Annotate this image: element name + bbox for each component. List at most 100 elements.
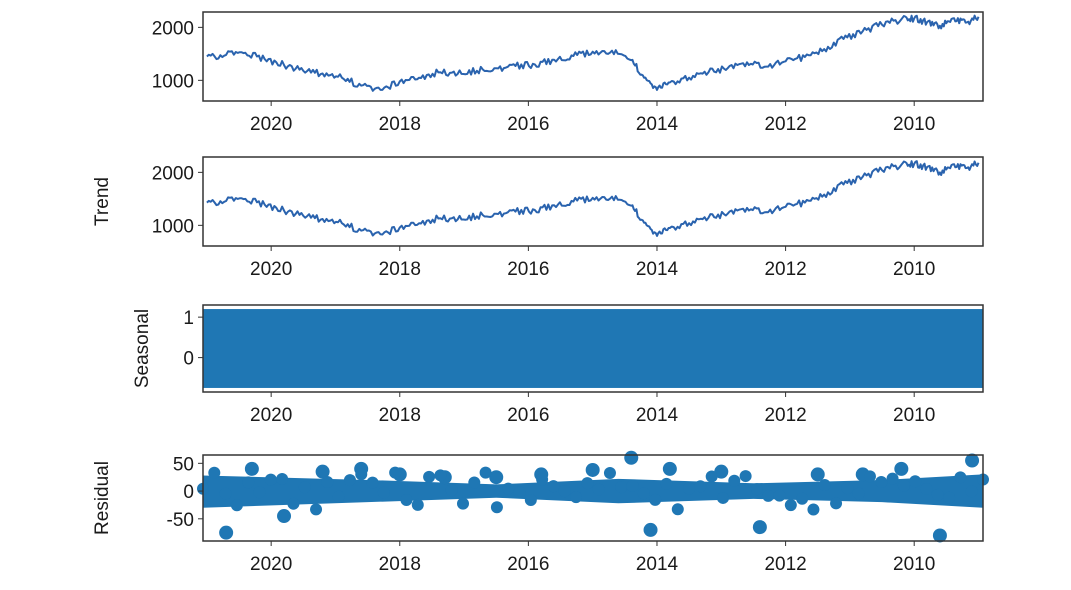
x-tick-label: 2014: [636, 114, 679, 135]
residual-point: [264, 473, 277, 486]
residual-point: [457, 497, 469, 510]
residual-point: [230, 499, 243, 512]
y-tick-label: 0: [183, 482, 194, 503]
residual-point: [662, 461, 677, 476]
seasonal-band: [203, 309, 983, 388]
x-tick-label: 2018: [379, 114, 421, 135]
residual-point: [705, 470, 718, 483]
y-axis-label: Seasonal: [132, 309, 153, 388]
series-line-2: [206, 160, 980, 237]
residual-point: [343, 474, 356, 487]
residual-point: [332, 490, 345, 503]
x-tick-label: 2020: [250, 114, 292, 135]
residual-point: [943, 491, 956, 504]
y-tick-label: 2000: [152, 163, 194, 184]
x-tick-label: 2018: [379, 554, 421, 575]
residual-point: [310, 503, 323, 516]
panel-1: 2020 2018 2016 2014 2012 2010 1000 2000: [152, 11, 984, 135]
residual-point: [615, 481, 628, 494]
residual-point: [965, 485, 978, 498]
x-tick-label: 2014: [636, 405, 679, 426]
residual-point: [739, 470, 752, 483]
residual-point: [717, 491, 729, 504]
residual-point: [321, 475, 334, 488]
panel-2: 2020 2018 2016 2014 2012 2010 1000 2000 Trend: [92, 156, 984, 280]
x-tick-label: 2012: [764, 259, 806, 280]
residual-point: [683, 482, 696, 495]
residual-point: [920, 482, 933, 495]
residual-point: [570, 491, 583, 504]
x-tick-label: 2010: [893, 259, 935, 280]
residual-point: [585, 462, 600, 477]
y-axis-label: Trend: [92, 177, 113, 226]
residual-point: [536, 473, 549, 486]
x-tick-label: 2012: [764, 405, 806, 426]
x-tick-label: 2012: [764, 114, 806, 135]
residual-point: [219, 525, 234, 540]
y-tick-label: 0: [183, 349, 194, 370]
x-tick-label: 2018: [379, 405, 421, 426]
residual-point: [965, 453, 980, 468]
residual-point: [287, 497, 300, 510]
y-tick-label: 50: [173, 454, 194, 475]
x-tick-label: 2012: [764, 554, 806, 575]
plot-frame-3: [202, 304, 984, 393]
x-tick-label: 2018: [379, 259, 421, 280]
residual-point: [411, 498, 424, 511]
residual-point: [366, 476, 379, 489]
plot-frame-4: [202, 454, 984, 542]
residual-point: [762, 489, 775, 502]
residual-point: [830, 497, 843, 510]
residual-point: [714, 464, 729, 479]
residual-point: [524, 494, 537, 507]
residual-point: [954, 471, 967, 484]
residual-point: [502, 482, 515, 495]
residual-point: [649, 493, 662, 506]
x-tick-label: 2014: [636, 554, 679, 575]
residual-point: [863, 470, 876, 483]
residual-point: [931, 488, 944, 501]
residual-point: [434, 469, 447, 482]
residual-point: [558, 485, 571, 498]
x-tick-label: 2014: [636, 259, 679, 280]
residual-point: [773, 489, 786, 502]
x-tick-label: 2016: [507, 554, 549, 575]
residual-point: [277, 509, 292, 524]
plot-frame-1: [202, 11, 984, 102]
x-tick-label: 2020: [250, 259, 292, 280]
plot-frame-2: [202, 156, 984, 247]
residual-point: [784, 499, 797, 512]
y-tick-label: 1000: [152, 71, 194, 92]
y-tick-label: 2000: [152, 18, 194, 39]
residual-point: [818, 479, 831, 492]
y-tick-label: -50: [167, 510, 194, 531]
y-tick-label: 1000: [152, 216, 194, 237]
x-tick-label: 2010: [893, 405, 935, 426]
residual-point: [490, 501, 503, 514]
residual-point: [728, 474, 741, 487]
residual-point: [624, 450, 639, 465]
residual-point: [253, 486, 266, 499]
residual-point: [400, 494, 413, 507]
x-tick-label: 2020: [250, 554, 292, 575]
residual-point: [468, 476, 481, 489]
residual-point: [841, 482, 854, 495]
residual-point: [694, 480, 707, 493]
residual-point: [208, 466, 221, 479]
residual-point: [445, 484, 458, 497]
residual-point: [909, 475, 922, 488]
residual-point: [423, 470, 436, 483]
residual-point: [377, 486, 390, 499]
x-tick-label: 2010: [893, 114, 935, 135]
residual-point: [671, 503, 684, 516]
x-tick-label: 2016: [507, 259, 549, 280]
residual-point: [875, 476, 888, 489]
residual-point: [489, 470, 504, 485]
residual-point: [637, 487, 650, 500]
residual-point: [355, 468, 368, 481]
residual-point: [886, 472, 899, 485]
residual-point: [796, 492, 809, 505]
residual-point: [547, 480, 560, 493]
panel-4: 2020 2018 2016 2014 2012 2010 -50 0 50 Residual: [92, 450, 989, 575]
panel-3: 2020 2018 2016 2014 2012 2010 0 1 Seasonal: [132, 304, 984, 426]
